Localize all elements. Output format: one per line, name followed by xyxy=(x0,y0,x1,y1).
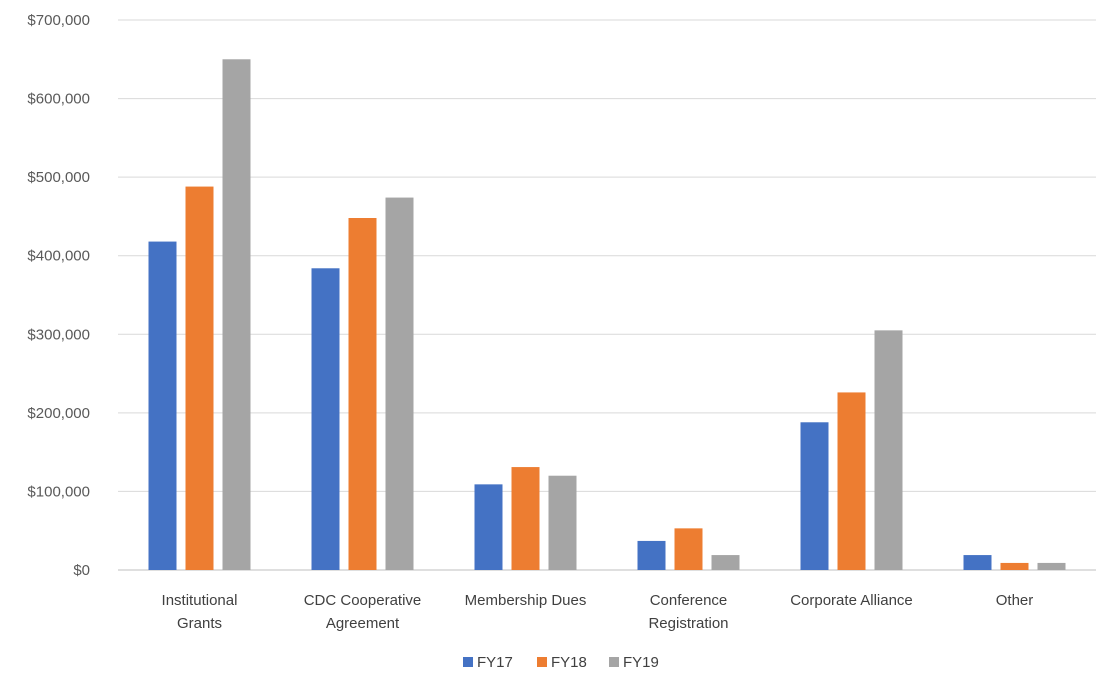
y-tick-label: $500,000 xyxy=(27,169,90,186)
y-tick-label: $700,000 xyxy=(27,12,90,29)
bar-fy17 xyxy=(474,484,503,570)
bar-fy18 xyxy=(511,467,540,570)
y-tick-label: $100,000 xyxy=(27,483,90,500)
category-label: Conference xyxy=(650,592,728,609)
x-axis-categories: Institutional Grants CDC Cooperative Agreem… xyxy=(162,592,1034,632)
y-tick-label: $300,000 xyxy=(27,326,90,343)
legend-label: FY17 xyxy=(477,654,513,671)
category-label: CDC Cooperative xyxy=(304,592,422,609)
y-axis-ticks: $0 $100,000 $200,000 $300,000 $400,000 $500,0… xyxy=(27,12,90,579)
bar-fy17 xyxy=(637,540,666,570)
legend: FY17 FY18 FY19 xyxy=(463,654,659,671)
category-label: Other xyxy=(996,592,1034,609)
gridlines xyxy=(118,19,1096,571)
bar-fy19 xyxy=(548,475,577,570)
legend-label: FY18 xyxy=(551,654,587,671)
bar-fy19 xyxy=(874,330,903,570)
bars xyxy=(148,59,1066,571)
bar-fy17 xyxy=(148,241,177,571)
category-label: Grants xyxy=(177,615,222,632)
legend-swatch-fy17 xyxy=(463,657,473,667)
legend-swatch-fy18 xyxy=(537,657,547,667)
bar-fy19 xyxy=(222,59,251,571)
category-label: Corporate Alliance xyxy=(790,592,913,609)
bar-fy18 xyxy=(837,392,866,570)
bar-fy18 xyxy=(348,218,377,570)
bar-fy19 xyxy=(385,197,414,571)
legend-label: FY19 xyxy=(623,654,659,671)
bar-fy17 xyxy=(311,268,340,570)
y-tick-label: $200,000 xyxy=(27,405,90,422)
bar-fy18 xyxy=(185,186,214,571)
bar-fy19 xyxy=(1037,562,1066,570)
y-tick-label: $600,000 xyxy=(27,91,90,108)
bar-fy17 xyxy=(800,422,829,570)
category-label: Institutional xyxy=(162,592,238,609)
category-label: Membership Dues xyxy=(465,592,587,609)
category-label: Agreement xyxy=(326,615,400,632)
y-tick-label: $400,000 xyxy=(27,248,90,265)
category-label: Registration xyxy=(648,615,728,632)
bar-fy18 xyxy=(674,528,703,570)
y-tick-label: $0 xyxy=(73,562,90,579)
bar-fy18 xyxy=(1000,562,1029,570)
bar-fy19 xyxy=(711,555,740,570)
legend-swatch-fy19 xyxy=(609,657,619,667)
bar-fy17 xyxy=(963,555,992,570)
